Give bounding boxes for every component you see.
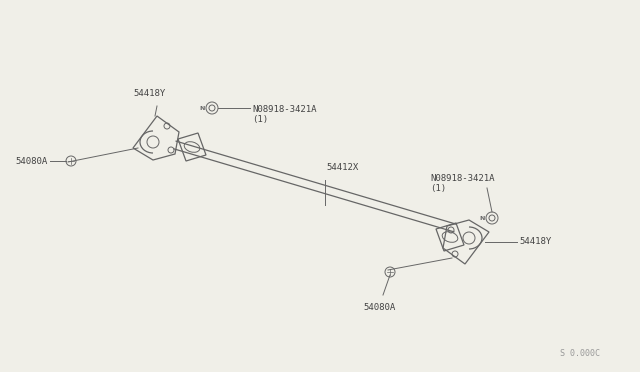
Text: 54080A: 54080A — [16, 157, 48, 166]
Text: 54418Y: 54418Y — [134, 89, 166, 98]
Text: 54080A: 54080A — [364, 303, 396, 312]
Text: N08918-3421A
(1): N08918-3421A (1) — [252, 105, 317, 124]
Text: N: N — [200, 106, 205, 110]
Text: 54418Y: 54418Y — [519, 237, 551, 247]
Text: S 0.000C: S 0.000C — [560, 349, 600, 358]
Text: 54412X: 54412X — [326, 164, 358, 173]
Text: N: N — [479, 215, 485, 221]
Text: N08918-3421A
(1): N08918-3421A (1) — [430, 174, 495, 193]
